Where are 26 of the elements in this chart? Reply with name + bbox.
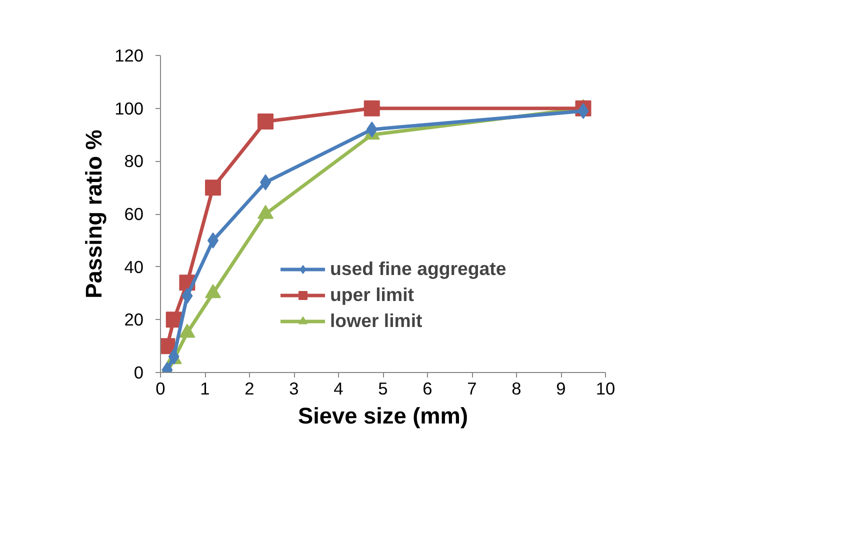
y-tick-label: 80 xyxy=(124,151,144,172)
y-tick-label: 120 xyxy=(114,46,144,66)
x-tick-label: 6 xyxy=(422,378,432,398)
x-axis-title: Sieve size (mm) xyxy=(298,402,468,428)
y-tick-label: 40 xyxy=(124,256,144,277)
x-tick-label: 7 xyxy=(467,378,477,398)
x-tick-label: 1 xyxy=(200,378,210,398)
x-tick-label: 10 xyxy=(596,378,616,398)
legend-label: uper limit xyxy=(330,284,414,306)
y-tick-label: 20 xyxy=(124,310,144,330)
x-tick-label: 0 xyxy=(156,378,166,398)
x-tick-label: 2 xyxy=(244,378,254,398)
x-tick-label: 3 xyxy=(289,378,299,398)
point xyxy=(205,180,222,196)
legend-label: used fine aggregate xyxy=(330,258,506,280)
y-axis-title: Passing ratio % xyxy=(80,130,107,298)
x-tick-label: 5 xyxy=(378,378,388,398)
x-tick-label: 4 xyxy=(334,378,344,398)
y-tick-label: 60 xyxy=(124,204,144,224)
y-tick-label: 0 xyxy=(134,362,144,382)
y-tick-label: 100 xyxy=(114,98,144,118)
point xyxy=(258,114,274,130)
point xyxy=(364,100,380,116)
x-tick-label: 9 xyxy=(556,378,566,398)
x-tick-label: 8 xyxy=(512,378,522,398)
legend-label: lower limit xyxy=(330,310,422,332)
